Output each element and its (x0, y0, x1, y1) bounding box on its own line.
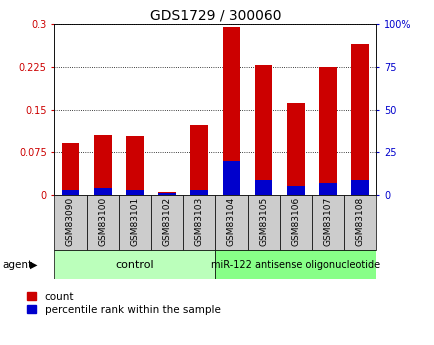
Bar (351, 179, 368, 195)
Bar (158, 192, 175, 195)
Bar (215, 195, 247, 250)
Bar (118, 195, 151, 250)
Text: GSM83105: GSM83105 (259, 197, 267, 246)
Bar (62, 142, 79, 195)
Bar (94, 135, 111, 195)
Bar (286, 103, 304, 195)
Text: GSM83106: GSM83106 (291, 197, 299, 246)
Bar (158, 193, 175, 195)
Text: agent: agent (2, 260, 32, 270)
Text: control: control (115, 260, 154, 270)
Title: GDS1729 / 300060: GDS1729 / 300060 (149, 9, 280, 23)
Bar (183, 195, 215, 250)
Bar (311, 195, 343, 250)
Text: GSM83101: GSM83101 (130, 197, 139, 246)
Bar (254, 65, 272, 195)
Text: GSM83090: GSM83090 (66, 197, 75, 246)
Bar (319, 67, 336, 195)
Text: GSM83107: GSM83107 (323, 197, 332, 246)
Bar (190, 126, 207, 195)
Bar (319, 183, 336, 195)
Bar (190, 190, 207, 195)
Bar (54, 195, 86, 250)
Bar (351, 44, 368, 195)
Bar (222, 161, 240, 195)
Bar (54, 250, 215, 279)
Legend: count, percentile rank within the sample: count, percentile rank within the sample (27, 292, 220, 315)
Bar (343, 195, 375, 250)
Bar (279, 195, 311, 250)
Bar (86, 195, 118, 250)
Text: miR-122 antisense oligonucleotide: miR-122 antisense oligonucleotide (211, 260, 379, 270)
Bar (94, 188, 111, 195)
Bar (151, 195, 183, 250)
Bar (126, 136, 143, 195)
Text: GSM83108: GSM83108 (355, 197, 364, 246)
Bar (254, 179, 272, 195)
Text: GSM83104: GSM83104 (227, 197, 235, 246)
Bar (215, 250, 375, 279)
Bar (62, 190, 79, 195)
Text: ▶: ▶ (30, 260, 37, 270)
Text: GSM83102: GSM83102 (162, 197, 171, 246)
Bar (286, 186, 304, 195)
Text: GSM83103: GSM83103 (194, 197, 203, 246)
Text: GSM83100: GSM83100 (98, 197, 107, 246)
Bar (126, 190, 143, 195)
Bar (247, 195, 279, 250)
Bar (222, 27, 240, 195)
